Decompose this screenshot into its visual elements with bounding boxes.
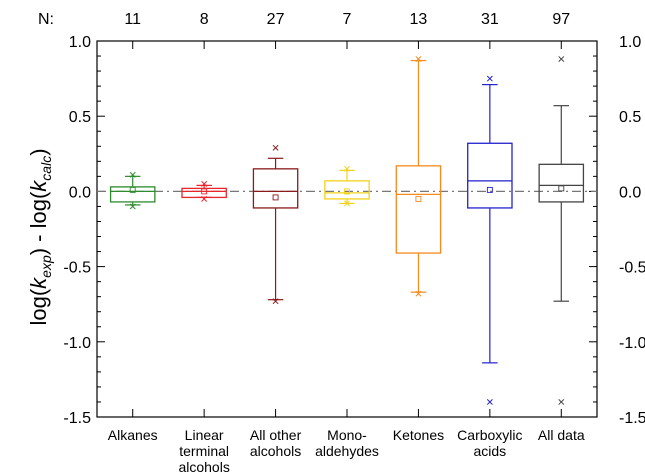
y-axis-label-part: exp: [38, 255, 54, 278]
y-tick-label-left: 0.0: [69, 184, 91, 201]
box-mean-marker: [272, 194, 279, 201]
n-count-label: 7: [343, 11, 352, 28]
box-group: [181, 180, 227, 202]
y-axis-label-part: ): [26, 148, 51, 155]
y-tick-label-right: -0.5: [619, 260, 645, 277]
category-label: alcohols: [178, 459, 229, 475]
y-axis-label-part: ) - log(: [26, 191, 51, 255]
box-iqr: [395, 165, 442, 254]
box-mean-marker: [558, 185, 565, 192]
plot-frame: 1.0 1.0 0.5 0.5 0.0 0.0 -0.5 -0.5 -1.0 -1.0 -1.5 -1…: [63, 11, 645, 475]
axes-text-group: N: log(kexp) - log(kcalc): [26, 11, 54, 326]
plot-border: [96, 40, 598, 418]
n-count-label: 13: [410, 11, 428, 28]
y-tick-label-right: 0.0: [619, 184, 641, 201]
box-group: [252, 144, 299, 305]
boxes-group: [109, 56, 585, 405]
outlier-x-marker: [272, 144, 279, 151]
box-iqr: [467, 142, 513, 209]
y-tick-label-right: 1.0: [619, 34, 641, 51]
y-axis-label: log(kexp) - log(kcalc): [26, 148, 54, 325]
outlier-x-marker: [558, 56, 565, 63]
category-label: All other: [250, 427, 302, 443]
y-tick-label-left: -1.5: [63, 410, 91, 427]
box-iqr: [109, 186, 156, 203]
box-mean-marker: [129, 186, 136, 193]
outlier-x-marker: [486, 399, 493, 405]
outlier-x-marker: [558, 399, 565, 405]
category-label: Mono-: [327, 427, 367, 443]
y-axis-label-part: k: [26, 180, 51, 192]
box-mean-marker: [344, 188, 350, 195]
y-tick-label-left: 1.0: [69, 34, 91, 51]
category-label: terminal: [179, 443, 229, 459]
box-group: [538, 56, 585, 405]
category-label: Linear: [185, 427, 224, 443]
category-label: acids: [474, 443, 507, 459]
box-group: [395, 56, 442, 297]
n-prefix-label: N:: [38, 11, 54, 28]
category-label: Carboxylic: [457, 427, 522, 443]
box-mean-marker: [201, 188, 208, 195]
y-tick-label-right: -1.0: [619, 335, 645, 352]
box-mean-marker: [486, 186, 493, 193]
y-tick-label-left: 0.5: [69, 109, 91, 126]
box-group: [324, 165, 370, 207]
box-iqr: [538, 163, 585, 203]
y-tick-label-left: -1.0: [63, 335, 91, 352]
box-group: [109, 171, 156, 210]
n-count-label: 8: [200, 11, 209, 28]
category-label: aldehydes: [315, 443, 379, 459]
y-tick-label-left: -0.5: [63, 260, 91, 277]
box-iqr: [252, 168, 299, 209]
n-count-label: 27: [267, 11, 285, 28]
y-tick-label-right: 0.5: [619, 109, 641, 126]
n-count-label: 31: [481, 11, 499, 28]
n-count-label: 11: [124, 11, 141, 28]
y-axis-label-part: calc: [38, 156, 54, 181]
outlier-x-marker: [486, 75, 493, 82]
y-axis-label-part: log(: [26, 288, 51, 325]
n-count-label: 97: [552, 11, 570, 28]
y-axis-label-part: k: [26, 277, 51, 289]
category-label: Ketones: [393, 427, 444, 443]
category-label: Alkanes: [108, 427, 158, 443]
box-iqr: [324, 180, 370, 200]
box-iqr: [181, 187, 227, 199]
category-label: All data: [538, 427, 585, 443]
box-group: [467, 75, 513, 405]
y-tick-label-right: -1.5: [619, 410, 645, 427]
category-label: alcohols: [250, 443, 301, 459]
box-mean-marker: [415, 195, 422, 202]
